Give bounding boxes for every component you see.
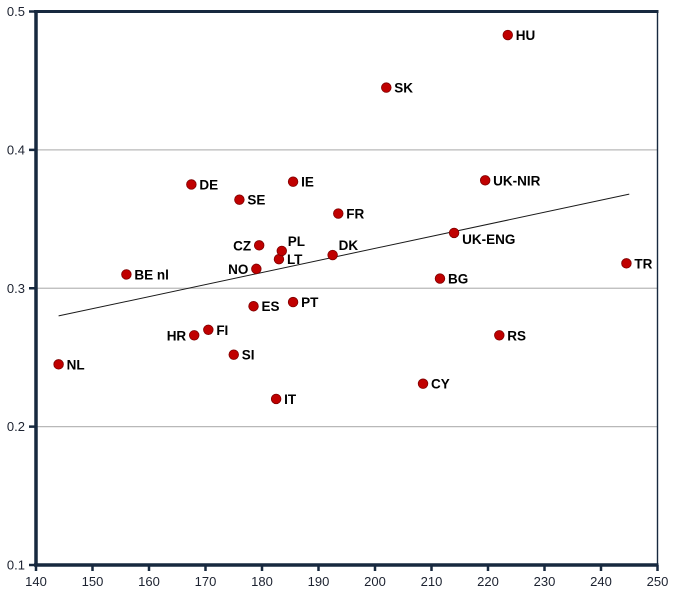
data-point-label-fr: FR bbox=[346, 207, 364, 222]
data-point-label-fi: FI bbox=[216, 323, 228, 338]
data-point-uk-nir bbox=[479, 175, 491, 186]
data-point-label-hu: HU bbox=[516, 28, 536, 43]
data-point-rs bbox=[494, 330, 505, 341]
data-point-nl bbox=[53, 359, 64, 370]
y-tick-label: 0.1 bbox=[7, 558, 25, 573]
data-point-cy bbox=[417, 378, 429, 389]
data-point-label-cy: CY bbox=[431, 377, 450, 392]
x-tick-label: 150 bbox=[82, 574, 104, 589]
data-point-si bbox=[228, 349, 239, 360]
data-point-label-bg: BG bbox=[448, 272, 468, 287]
data-point-label-uk-nir: UK-NIR bbox=[493, 173, 540, 188]
data-point-label-cz: CZ bbox=[233, 238, 251, 253]
data-point-label-lt: LT bbox=[287, 252, 303, 267]
data-point-bg bbox=[434, 273, 446, 284]
data-point-de bbox=[186, 179, 197, 190]
data-point-label-it: IT bbox=[284, 392, 297, 407]
data-point-cz bbox=[253, 240, 265, 251]
x-tick-label: 180 bbox=[251, 574, 273, 589]
data-point-label-hr: HR bbox=[167, 328, 187, 343]
data-point-hr bbox=[188, 330, 200, 341]
x-tick-label: 220 bbox=[477, 574, 499, 589]
data-point-label-tr: TR bbox=[634, 256, 652, 271]
y-tick-label: 0.4 bbox=[7, 142, 25, 157]
data-point-sk bbox=[381, 82, 392, 93]
data-point-label-sk: SK bbox=[394, 81, 413, 96]
x-tick-label: 170 bbox=[195, 574, 217, 589]
data-point-label-uk-eng: UK-ENG bbox=[462, 232, 515, 247]
data-point-label-no: NO bbox=[228, 262, 248, 277]
data-point-label-si: SI bbox=[242, 348, 255, 363]
x-tick-label: 250 bbox=[647, 574, 669, 589]
data-point-hu bbox=[502, 29, 513, 41]
x-tick-label: 190 bbox=[308, 574, 330, 589]
data-point-pt bbox=[287, 296, 299, 308]
data-point-label-de: DE bbox=[199, 177, 218, 192]
data-point-se bbox=[234, 194, 245, 205]
data-point-uk-eng bbox=[448, 227, 460, 239]
x-tick-label: 230 bbox=[534, 574, 556, 589]
y-tick-label: 0.5 bbox=[7, 4, 25, 19]
data-point-pl bbox=[276, 245, 287, 257]
data-point-fi bbox=[203, 324, 214, 335]
x-tick-label: 240 bbox=[590, 574, 612, 589]
data-point-label-rs: RS bbox=[507, 328, 526, 343]
data-point-label-pt: PT bbox=[301, 295, 319, 310]
data-point-no bbox=[251, 263, 262, 275]
trendline bbox=[58, 193, 630, 317]
data-point-dk bbox=[327, 249, 338, 261]
x-tick-label: 140 bbox=[25, 574, 47, 589]
data-point-label-es: ES bbox=[262, 299, 280, 314]
data-point-ie bbox=[287, 176, 299, 187]
data-point-fr bbox=[333, 208, 344, 219]
data-point-label-dk: DK bbox=[339, 238, 359, 253]
data-point-label-nl: NL bbox=[67, 357, 85, 372]
data-point-label-ie: IE bbox=[301, 175, 314, 190]
y-tick-label: 0.3 bbox=[7, 281, 25, 296]
data-point-tr bbox=[621, 258, 632, 269]
y-tick-label: 0.2 bbox=[7, 419, 25, 434]
x-tick-label: 200 bbox=[364, 574, 386, 589]
x-tick-label: 160 bbox=[138, 574, 160, 589]
data-point-be-nl bbox=[121, 269, 132, 280]
data-point-it bbox=[270, 393, 282, 405]
x-tick-label: 210 bbox=[421, 574, 443, 589]
data-point-label-se: SE bbox=[247, 193, 265, 208]
data-point-label-pl: PL bbox=[288, 234, 305, 249]
data-point-es bbox=[248, 301, 259, 312]
data-point-label-be-nl: BE nl bbox=[134, 267, 169, 282]
